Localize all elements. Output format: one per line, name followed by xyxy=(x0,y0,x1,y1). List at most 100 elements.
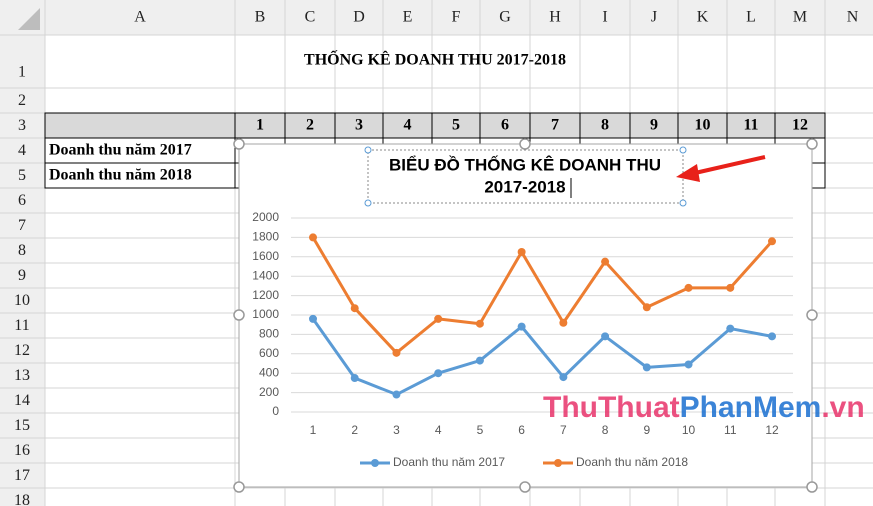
column-header[interactable]: J xyxy=(651,9,657,26)
data-point xyxy=(726,283,735,292)
data-point xyxy=(768,237,776,246)
data-point xyxy=(309,314,317,323)
cell-value: 9 xyxy=(650,117,658,134)
y-tick-label: 600 xyxy=(259,346,279,360)
y-tick-label: 1800 xyxy=(252,230,279,244)
data-point xyxy=(684,283,693,292)
column-header-bar xyxy=(0,0,873,35)
title-handle xyxy=(364,146,372,154)
column-header[interactable]: A xyxy=(134,9,146,26)
row-header[interactable]: 1 xyxy=(18,64,26,81)
x-tick-label: 9 xyxy=(643,423,650,437)
select-all xyxy=(18,8,40,30)
y-tick-label: 800 xyxy=(259,327,279,341)
header-cells xyxy=(44,112,826,139)
column-header[interactable]: G xyxy=(499,9,511,26)
row-header[interactable]: 3 xyxy=(18,117,26,134)
legend-marker xyxy=(554,459,562,467)
row-header[interactable]: 2 xyxy=(18,92,26,109)
x-tick-label: 3 xyxy=(393,423,400,437)
data-point xyxy=(350,304,359,313)
row-header[interactable]: 12 xyxy=(14,342,30,359)
y-tick-label: 1200 xyxy=(252,288,279,302)
resize-handle[interactable] xyxy=(233,481,245,493)
chart-title[interactable]: 2017-2018 xyxy=(484,177,565,196)
row-header[interactable]: 5 xyxy=(18,167,26,184)
row-header[interactable]: 18 xyxy=(14,492,30,506)
cell-value: 1 xyxy=(256,117,264,134)
column-header[interactable]: E xyxy=(403,9,413,26)
row-header[interactable]: 16 xyxy=(14,442,30,459)
cell-value: 11 xyxy=(743,117,758,134)
y-tick-label: 2000 xyxy=(252,210,279,224)
data-point xyxy=(601,257,610,266)
row-header[interactable]: 14 xyxy=(14,392,30,409)
resize-handle[interactable] xyxy=(233,138,245,150)
column-header[interactable]: D xyxy=(353,9,365,26)
x-tick-label: 11 xyxy=(724,423,737,437)
cell-value: 12 xyxy=(792,117,808,134)
data-point xyxy=(642,303,651,312)
sheet-title: THỐNG KÊ DOANH THU 2017-2018 xyxy=(304,49,566,69)
row-header[interactable]: 6 xyxy=(18,192,26,209)
resize-handle[interactable] xyxy=(519,481,531,493)
column-header[interactable]: M xyxy=(793,9,807,26)
cell-value: 6 xyxy=(501,117,509,134)
y-tick-label: 200 xyxy=(259,385,279,399)
data-point xyxy=(768,332,776,341)
data-point xyxy=(559,318,568,327)
cell-value: 10 xyxy=(695,117,711,134)
data-point xyxy=(392,390,401,399)
column-header[interactable]: L xyxy=(746,9,756,26)
column-header[interactable]: I xyxy=(602,9,607,26)
row-header[interactable]: 7 xyxy=(18,217,26,234)
cell-value: 4 xyxy=(404,117,412,134)
x-tick-label: 12 xyxy=(765,423,779,437)
data-point xyxy=(684,360,693,369)
x-tick-label: 7 xyxy=(560,423,567,437)
column-header[interactable]: H xyxy=(549,9,561,26)
column-header[interactable]: B xyxy=(255,9,266,26)
resize-handle[interactable] xyxy=(806,138,818,150)
column-header[interactable]: K xyxy=(697,9,709,26)
cell-value: 5 xyxy=(452,117,460,134)
x-tick-label: 4 xyxy=(435,423,442,437)
resize-handle[interactable] xyxy=(519,138,531,150)
title-handle xyxy=(679,199,687,207)
row-header[interactable]: 15 xyxy=(14,417,30,434)
x-tick-label: 2 xyxy=(351,423,358,437)
title-handle xyxy=(679,146,687,154)
data-point xyxy=(434,314,443,323)
data-point xyxy=(601,332,610,341)
row-header[interactable]: 9 xyxy=(18,267,26,284)
resize-handle[interactable] xyxy=(806,309,818,321)
watermark-part: ThuThuat xyxy=(543,391,680,424)
data-point xyxy=(559,373,568,382)
y-tick-label: 1600 xyxy=(252,249,279,263)
row-header[interactable]: 8 xyxy=(18,242,26,259)
data-point xyxy=(434,369,443,378)
cell-value: 3 xyxy=(355,117,363,134)
column-header[interactable]: N xyxy=(847,9,859,26)
column-header[interactable]: C xyxy=(305,9,316,26)
data-point xyxy=(475,356,484,365)
row-header[interactable]: 17 xyxy=(14,467,30,484)
chart-title[interactable]: BIỂU ĐỒ THỐNG KÊ DOANH THU xyxy=(389,154,661,174)
x-tick-label: 5 xyxy=(477,423,484,437)
row-header[interactable]: 4 xyxy=(18,142,26,159)
resize-handle[interactable] xyxy=(233,309,245,321)
row-header[interactable]: 13 xyxy=(14,367,30,384)
x-tick-label: 6 xyxy=(518,423,525,437)
row-header[interactable]: 10 xyxy=(14,292,30,309)
row-header[interactable]: 11 xyxy=(14,317,29,334)
y-tick-label: 1400 xyxy=(252,268,279,282)
watermark-part: .vn xyxy=(821,391,864,424)
data-point xyxy=(642,363,651,372)
resize-handle[interactable] xyxy=(806,481,818,493)
data-point xyxy=(350,374,359,383)
y-tick-label: 1000 xyxy=(252,307,279,321)
column-header[interactable]: F xyxy=(452,9,461,26)
legend-marker xyxy=(371,459,379,467)
legend-label: Doanh thu năm 2018 xyxy=(576,455,688,469)
